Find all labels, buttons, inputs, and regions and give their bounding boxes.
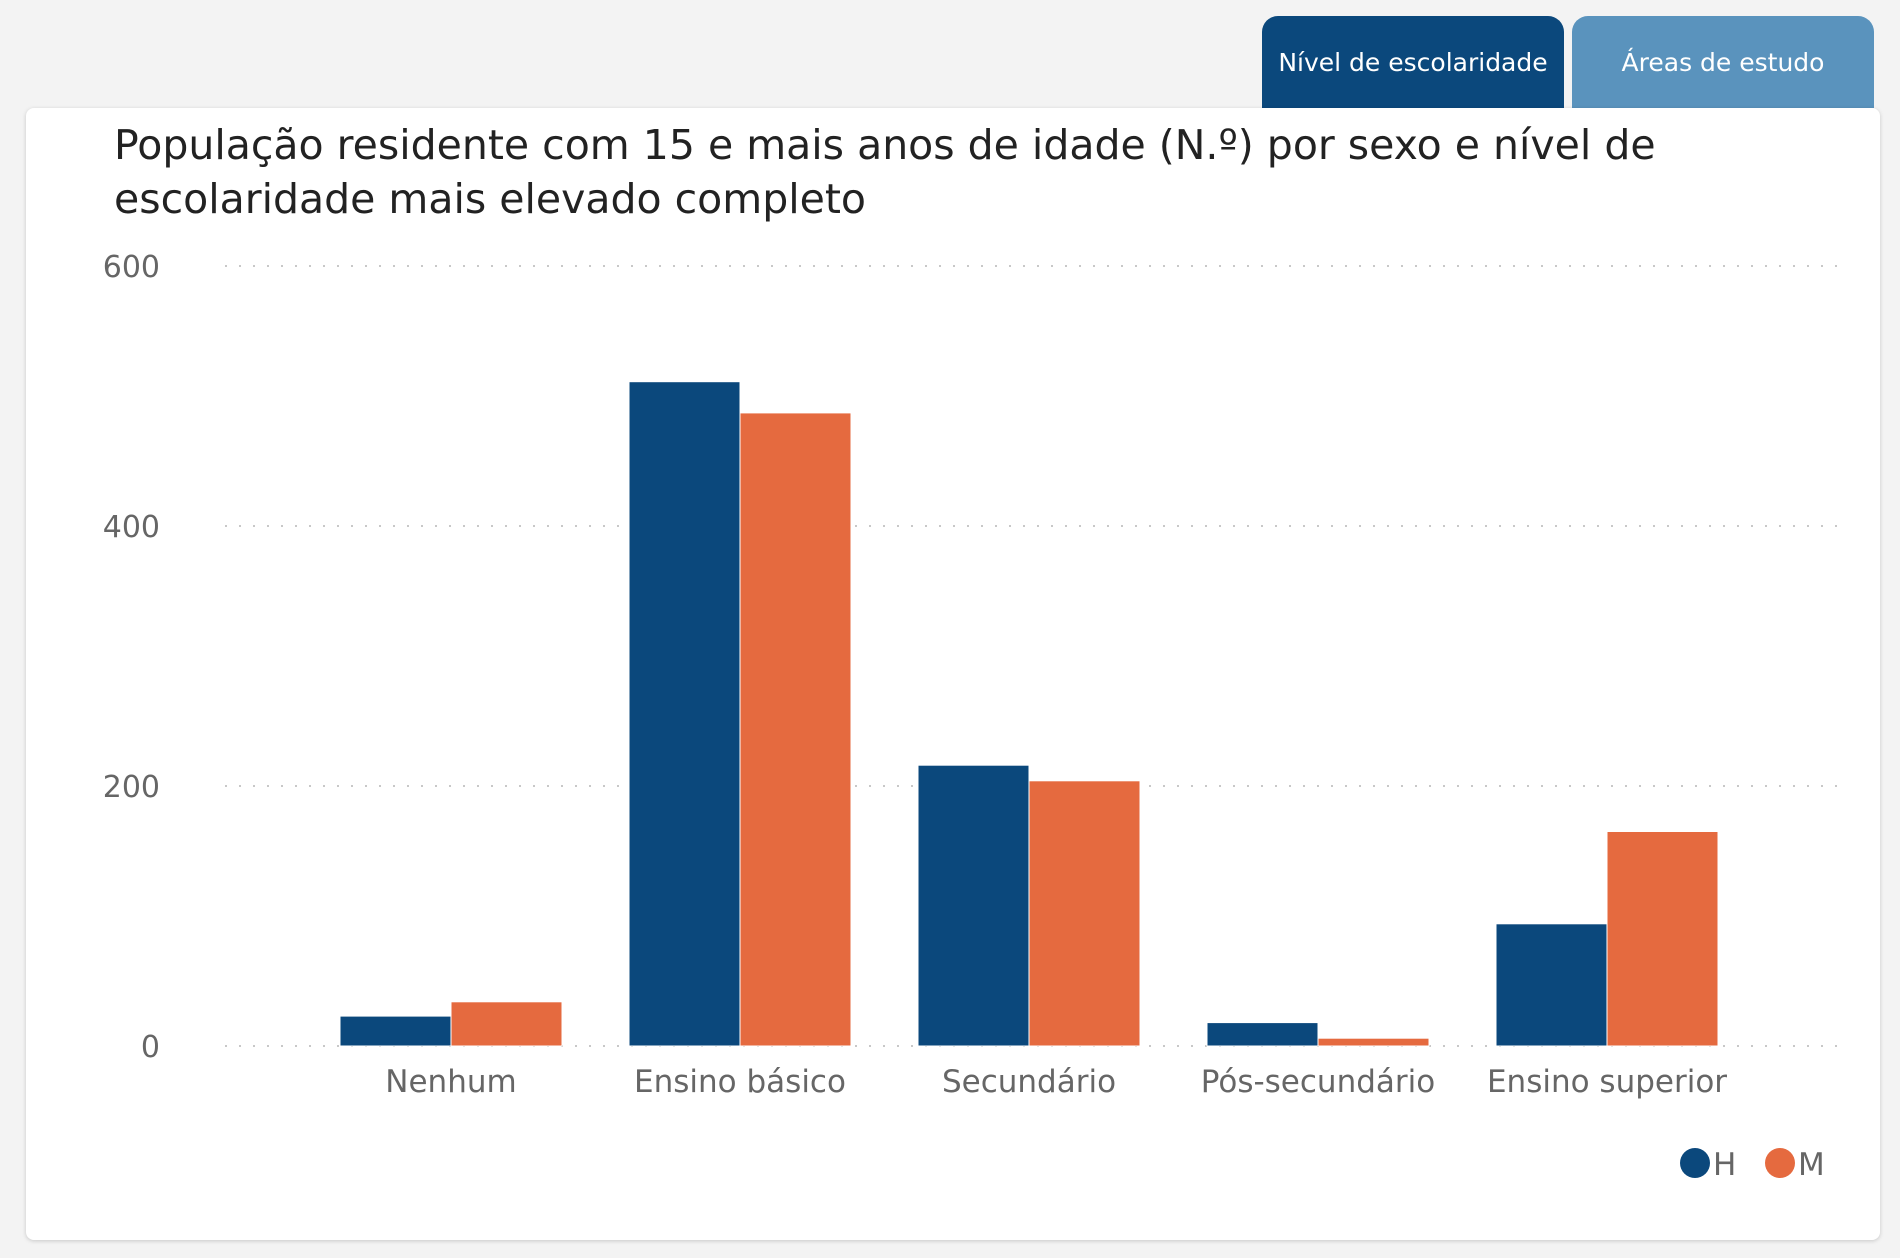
y-tick-label: 600 [103, 250, 160, 285]
bar-H [628, 381, 741, 1047]
x-tick-label: Ensino básico [634, 1064, 846, 1100]
x-tick-label: Secundário [942, 1064, 1116, 1100]
x-tick-label: Nenhum [385, 1064, 516, 1100]
x-tick-label: Ensino superior [1487, 1064, 1727, 1100]
legend-marker [1680, 1148, 1710, 1178]
bar-H [1495, 923, 1608, 1047]
chart-card [26, 108, 1880, 1240]
y-tick-label: 400 [103, 510, 160, 545]
bar-M [1317, 1037, 1430, 1047]
bar-H [339, 1015, 452, 1047]
legend-label: H [1713, 1147, 1736, 1183]
y-tick-label: 0 [141, 1030, 160, 1065]
tab-nivel-de-escolaridade[interactable]: Nível de escolaridade [1262, 16, 1564, 108]
bar-H [1206, 1022, 1319, 1047]
chart-title: População residente com 15 e mais anos d… [114, 121, 1656, 223]
bar-M [1028, 780, 1141, 1047]
legend-marker [1765, 1148, 1795, 1178]
bar-H [917, 764, 1030, 1047]
bar-M [450, 1001, 563, 1047]
legend-label: M [1798, 1147, 1825, 1183]
y-tick-label: 200 [103, 770, 160, 805]
bar-M [739, 412, 852, 1047]
bar-M [1606, 831, 1719, 1047]
tab-areas-de-estudo[interactable]: Áreas de estudo [1572, 16, 1874, 108]
x-tick-label: Pós-secundário [1201, 1064, 1435, 1100]
